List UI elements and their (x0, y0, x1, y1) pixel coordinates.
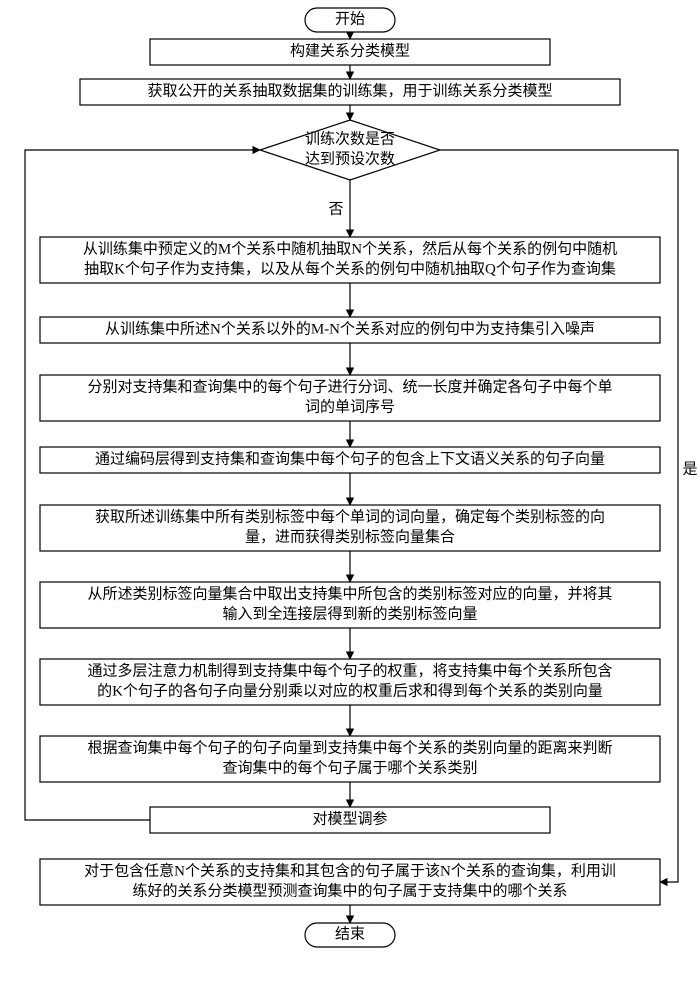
node-d1: 训练次数是否达到预设次数 (260, 120, 440, 180)
node-text: 从所述类别标签向量集合中取出支持集中所包含的类别标签对应的向量，并将其 (87, 584, 612, 602)
node-text: 词的单词序号 (305, 398, 395, 415)
node-text: 训练次数是否 (305, 130, 395, 147)
node-n4: 从训练集中所述N个关系以外的M-N个关系对应的例句中为支持集引入噪声 (40, 317, 660, 343)
node-text: 通过多层注意力机制得到支持集中每个句子的权重，将支持集中每个关系所包含 (87, 661, 612, 679)
node-n10: 根据查询集中每个句子的句子向量到支持集中每个关系的类别向量的距离来判断查询集中的… (40, 736, 660, 782)
node-text: 达到预设次数 (305, 150, 395, 167)
node-text: 结束 (335, 925, 365, 942)
node-text: 对于包含任意N个关系的支持集和其包含的句子属于该N个关系的查询集，利用训 (84, 861, 616, 879)
node-text: 分别对支持集和查询集中的每个句子进行分词、统一长度并确定各句子中每个单 (87, 378, 612, 395)
node-n9: 通过多层注意力机制得到支持集中每个句子的权重，将支持集中每个关系所包含的K个句子… (40, 659, 660, 705)
node-n2: 获取公开的关系抽取数据集的训练集，用于训练关系分类模型 (80, 79, 620, 105)
node-text: 的K个句子的各句子向量分别乘以对应的权重后求和得到每个关系的类别向量 (97, 681, 603, 699)
node-text: 对模型调参 (312, 810, 387, 827)
node-text: 输入到全连接层得到新的类别标签向量 (222, 604, 477, 622)
node-n6: 通过编码层得到支持集和查询集中每个句子的包含上下文语义关系的句子向量 (40, 447, 660, 473)
node-start: 开始 (305, 8, 395, 32)
node-n11: 对模型调参 (150, 807, 550, 833)
node-text: 练好的关系分类模型预测查询集中的句子属于支持集中的哪个关系 (132, 882, 567, 899)
node-text: 获取公开的关系抽取数据集的训练集，用于训练关系分类模型 (147, 82, 552, 99)
edge-label: 否 (328, 201, 343, 217)
node-text: 抽取K个句子作为支持集，以及从每个关系的例句中随机抽取Q个句子作为查询集 (84, 260, 616, 277)
node-n8: 从所述类别标签向量集合中取出支持集中所包含的类别标签对应的向量，并将其输入到全连… (40, 582, 660, 628)
node-text: 从训练集中所述N个关系以外的M-N个关系对应的例句中为支持集引入噪声 (105, 319, 595, 337)
edge-label: 是 (682, 461, 697, 477)
node-text: 通过编码层得到支持集和查询集中每个句子的包含上下文语义关系的句子向量 (95, 450, 605, 467)
node-end: 结束 (305, 923, 395, 947)
node-n5: 分别对支持集和查询集中的每个句子进行分词、统一长度并确定各句子中每个单词的单词序… (40, 375, 660, 421)
node-n1: 构建关系分类模型 (150, 39, 550, 65)
node-n12: 对于包含任意N个关系的支持集和其包含的句子属于该N个关系的查询集，利用训练好的关… (40, 859, 660, 905)
node-text: 查询集中的每个句子属于哪个关系类别 (222, 759, 477, 776)
node-text: 量，进而获得类别标签向量集合 (245, 528, 455, 545)
node-n3: 从训练集中预定义的M个关系中随机抽取N个关系，然后从每个关系的例句中随机抽取K个… (40, 237, 660, 283)
node-text: 构建关系分类模型 (290, 42, 410, 59)
node-n7: 获取所述训练集中所有类别标签中每个单词的词向量，确定每个类别标签的向量，进而获得… (40, 505, 660, 551)
node-text: 从训练集中预定义的M个关系中随机抽取N个关系，然后从每个关系的例句中随机 (83, 240, 617, 257)
node-text: 根据查询集中每个句子的句子向量到支持集中每个关系的类别向量的距离来判断 (87, 739, 612, 756)
node-text: 获取所述训练集中所有类别标签中每个单词的词向量，确定每个类别标签的向 (95, 508, 605, 525)
node-text: 开始 (335, 10, 365, 27)
